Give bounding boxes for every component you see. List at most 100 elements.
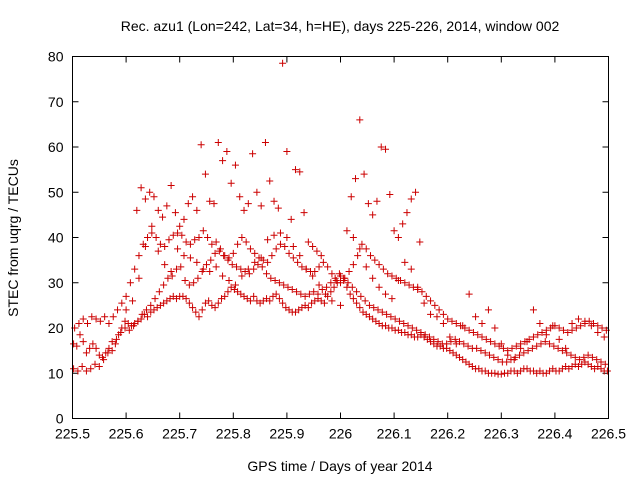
data-points <box>70 59 611 378</box>
data-point <box>225 276 233 284</box>
data-point <box>237 265 245 273</box>
data-point <box>353 299 361 307</box>
data-point <box>288 286 296 294</box>
data-point <box>487 338 495 346</box>
data-point <box>275 295 283 303</box>
data-point <box>327 279 335 287</box>
data-point <box>465 326 473 334</box>
data-point <box>481 349 489 357</box>
data-point <box>598 324 606 332</box>
data-point <box>328 297 336 305</box>
data-point <box>546 340 554 348</box>
data-point <box>251 249 259 257</box>
data-point <box>135 252 143 260</box>
data-point <box>134 317 142 325</box>
data-point <box>109 313 117 321</box>
data-point <box>384 270 392 278</box>
data-point <box>147 301 155 309</box>
data-point <box>534 331 542 339</box>
data-point <box>74 367 82 375</box>
data-point <box>114 306 122 314</box>
data-point <box>214 299 222 307</box>
data-point <box>118 299 126 307</box>
data-point <box>311 267 319 275</box>
data-point <box>193 258 201 266</box>
data-point <box>446 333 454 341</box>
data-point <box>324 263 332 271</box>
data-point <box>317 252 325 260</box>
data-point <box>70 365 78 373</box>
data-point <box>486 351 494 359</box>
data-point <box>354 252 362 260</box>
data-point <box>206 267 214 275</box>
data-point <box>364 200 372 208</box>
data-point <box>554 344 562 352</box>
data-point <box>274 204 282 212</box>
data-point <box>491 324 499 332</box>
data-point <box>75 319 83 327</box>
data-point <box>272 245 280 253</box>
data-point <box>135 274 143 282</box>
data-point <box>192 308 200 316</box>
data-point <box>313 247 321 255</box>
data-point <box>191 236 199 244</box>
data-point <box>224 288 232 296</box>
data-point <box>443 340 451 348</box>
data-point <box>257 254 265 262</box>
data-point <box>452 340 460 348</box>
data-point <box>416 238 424 246</box>
data-point <box>314 290 322 298</box>
data-point <box>318 286 326 294</box>
x-tick-label: 225.9 <box>269 426 304 442</box>
data-point <box>542 331 550 339</box>
x-tick-label: 225.6 <box>109 426 144 442</box>
data-point <box>356 245 364 253</box>
data-point <box>562 344 570 352</box>
data-point <box>403 209 411 217</box>
data-point <box>304 238 312 246</box>
data-point <box>379 265 387 273</box>
data-point <box>576 356 584 364</box>
data-point <box>177 263 185 271</box>
data-point <box>360 170 368 178</box>
x-tick-label: 226.4 <box>537 426 572 442</box>
data-point <box>267 274 275 282</box>
data-point <box>240 206 248 214</box>
series-2 <box>70 247 609 375</box>
data-point <box>356 304 364 312</box>
data-point <box>112 335 120 343</box>
data-point <box>287 215 295 223</box>
data-point <box>182 295 190 303</box>
data-point <box>327 288 335 296</box>
data-point <box>387 313 395 321</box>
data-point <box>484 306 492 314</box>
data-point <box>497 340 505 348</box>
data-point <box>536 319 544 327</box>
series-5 <box>122 222 608 364</box>
data-point <box>117 329 125 337</box>
data-point <box>512 342 520 350</box>
data-point <box>319 258 327 266</box>
data-point <box>447 338 455 346</box>
data-point <box>401 279 409 287</box>
data-point <box>82 349 90 357</box>
data-point <box>491 369 499 377</box>
data-point <box>206 197 214 205</box>
x-tick-label: 225.7 <box>162 426 197 442</box>
data-point <box>300 209 308 217</box>
data-point <box>572 324 580 332</box>
data-point <box>181 276 189 284</box>
data-point <box>328 270 336 278</box>
data-point <box>305 290 313 298</box>
data-point <box>219 157 227 165</box>
data-point <box>439 310 447 318</box>
data-point <box>412 188 420 196</box>
data-point <box>600 333 608 341</box>
data-point <box>263 270 271 278</box>
data-point <box>594 329 602 337</box>
data-point <box>272 290 280 298</box>
data-point <box>494 356 502 364</box>
data-point <box>394 276 402 284</box>
data-point <box>550 342 558 350</box>
